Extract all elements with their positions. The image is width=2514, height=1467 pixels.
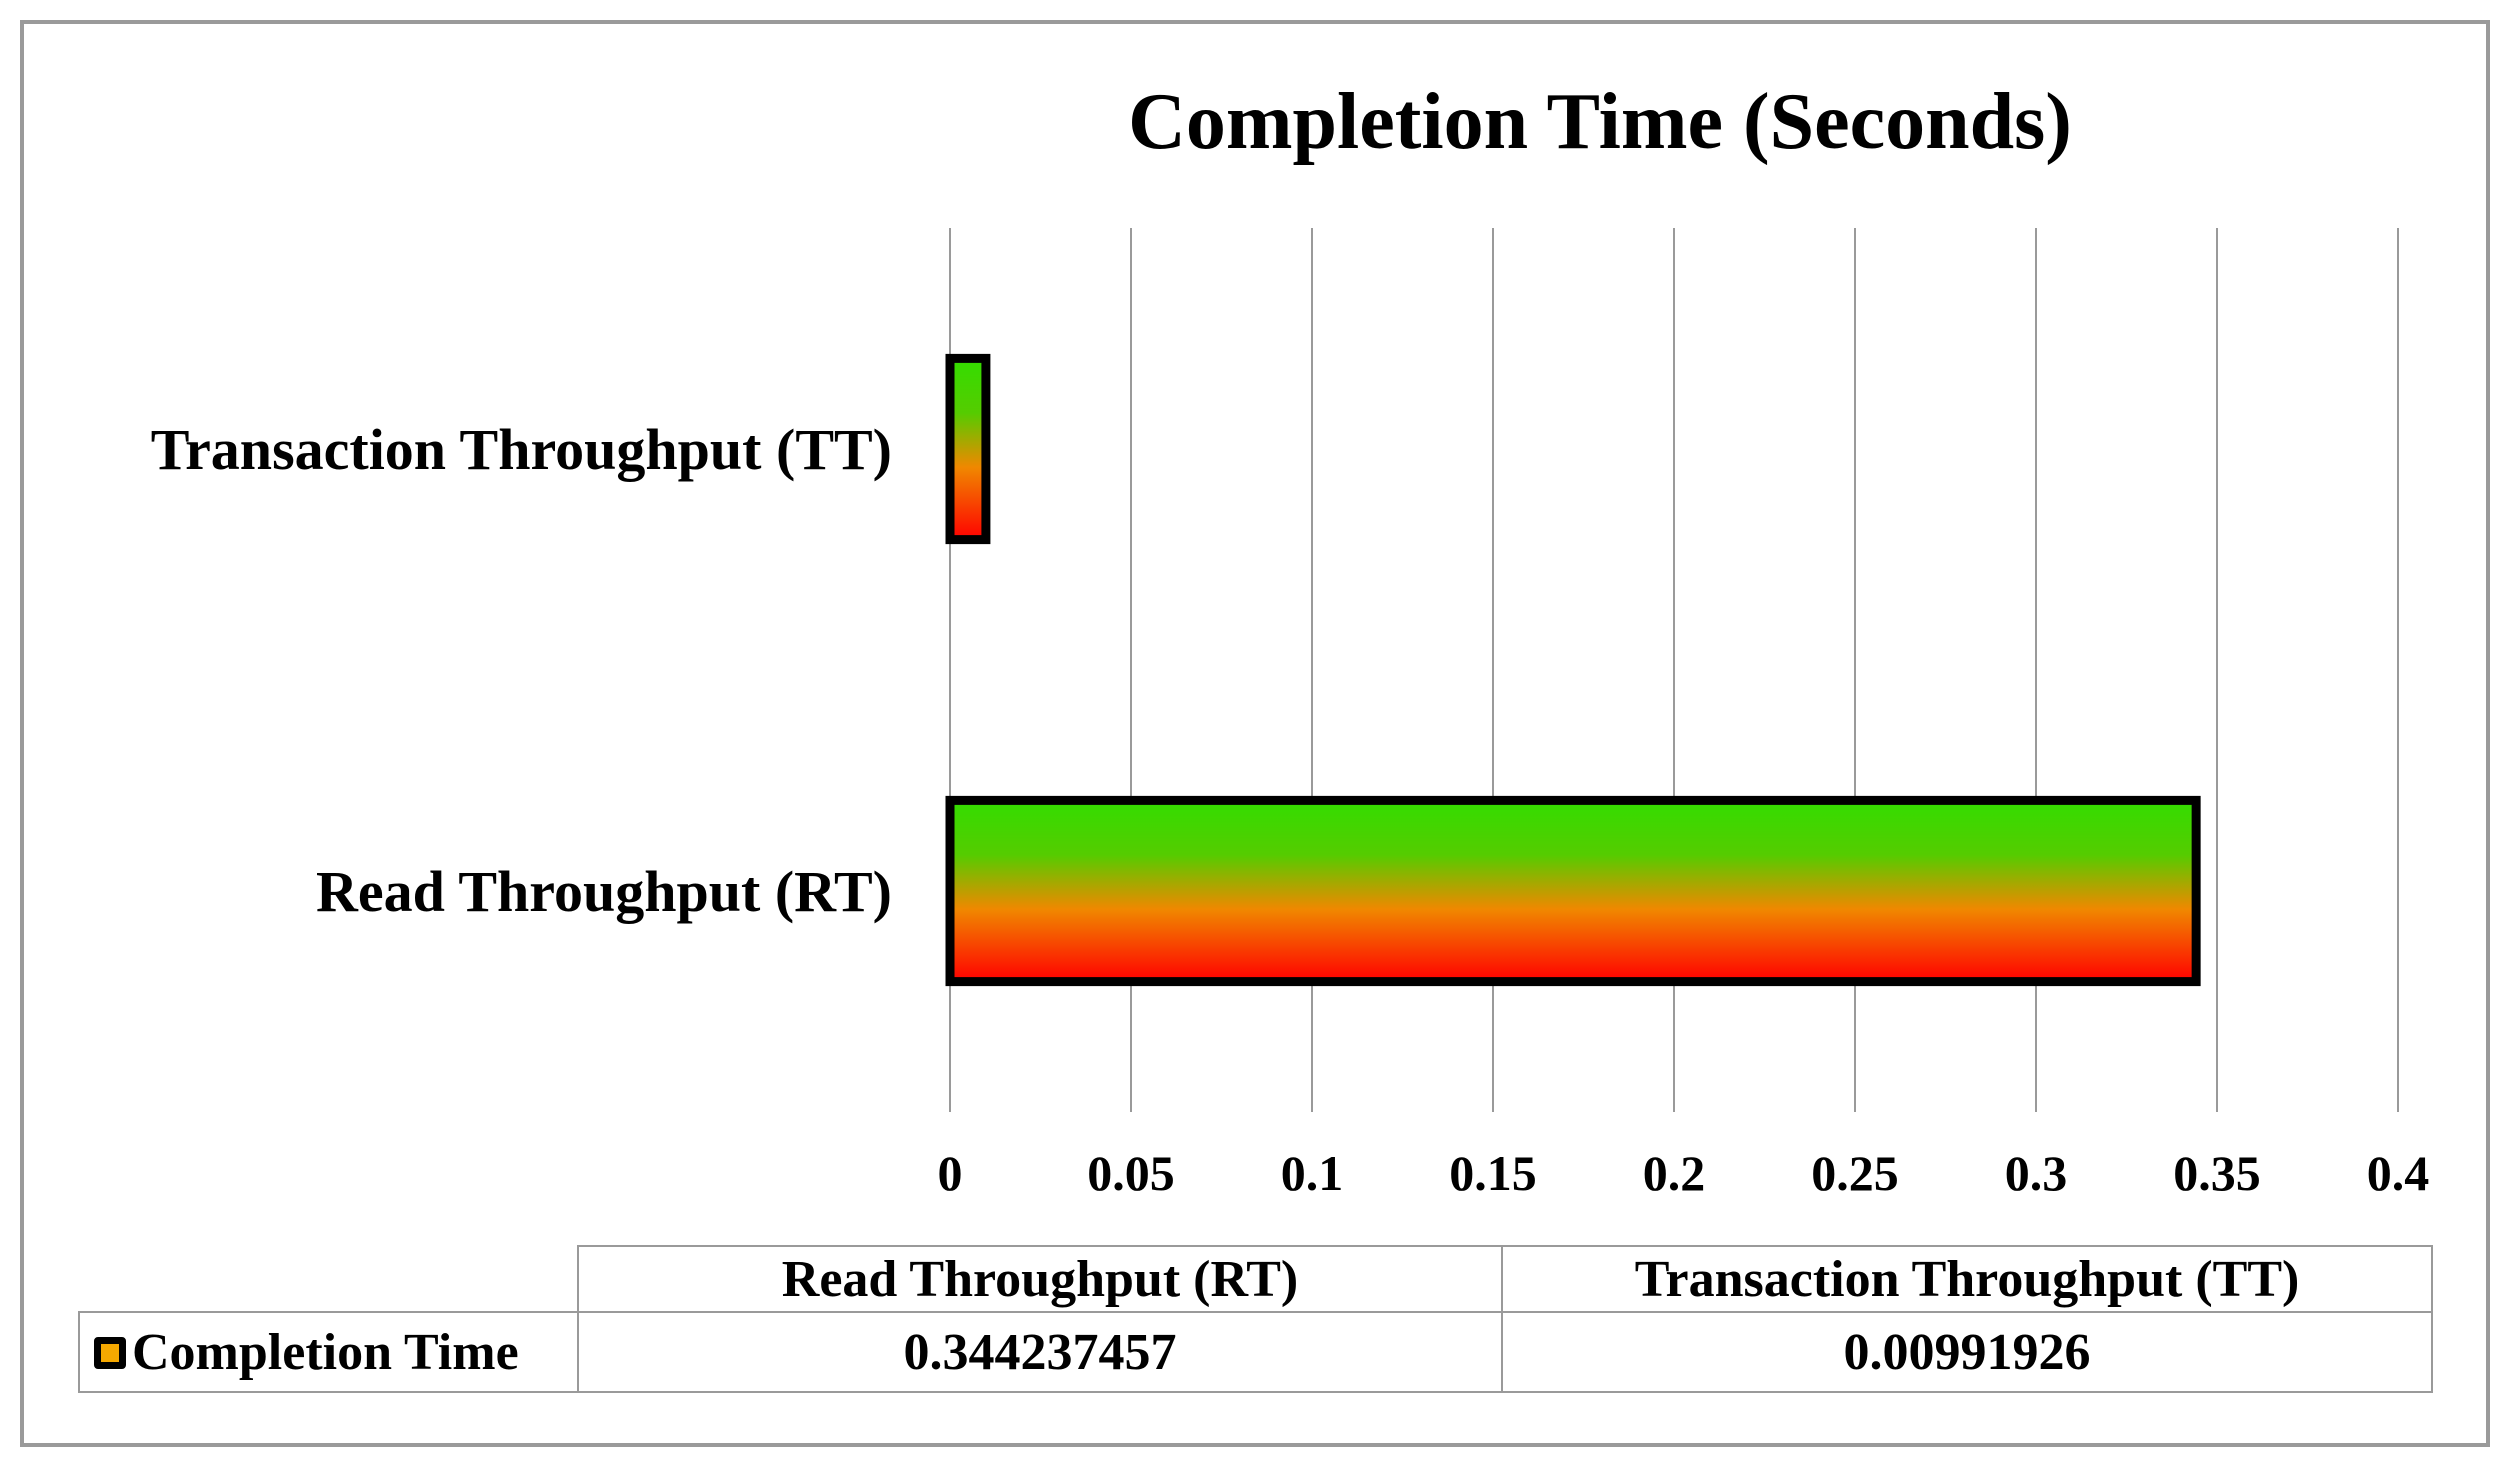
bar bbox=[945, 795, 2201, 987]
x-tick-label: 0.05 bbox=[1087, 1145, 1175, 1201]
x-tick-label: 0.4 bbox=[2367, 1145, 2430, 1201]
data-table-corner bbox=[79, 1246, 579, 1313]
data-table-header-rt: Read Throughput (RT) bbox=[577, 1245, 1503, 1313]
data-table: Read Throughput (RT) Transaction Through… bbox=[78, 1245, 2433, 1393]
chart-title: Completion Time (Seconds) bbox=[1128, 78, 2072, 166]
x-tick-label: 0.1 bbox=[1281, 1145, 1344, 1201]
x-tick-label: 0.3 bbox=[2005, 1145, 2068, 1201]
x-tick-label: 0 bbox=[938, 1145, 963, 1201]
data-table-value-rt: 0.344237457 bbox=[577, 1311, 1503, 1393]
category-labels: Read Throughput (RT) Transaction Throughp… bbox=[151, 417, 892, 924]
legend-key-icon bbox=[94, 1336, 126, 1369]
x-tick-label: 0.25 bbox=[1811, 1145, 1899, 1201]
category-label: Transaction Throughput (TT) bbox=[151, 417, 892, 482]
bar bbox=[945, 353, 991, 545]
data-table-legend-cell: Completion Time bbox=[78, 1311, 579, 1393]
data-table-header-tt: Transaction Throughput (TT) bbox=[1501, 1245, 2433, 1313]
x-tick-label: 0.2 bbox=[1643, 1145, 1706, 1201]
chart-frame bbox=[20, 20, 2490, 1447]
x-tick-label: 0.35 bbox=[2173, 1145, 2261, 1201]
data-table-value-row: Completion Time 0.344237457 0.00991926 bbox=[78, 1311, 2433, 1393]
data-table-value-tt: 0.00991926 bbox=[1501, 1311, 2433, 1393]
x-tick-label: 0.15 bbox=[1449, 1145, 1537, 1201]
x-axis-tick-labels: 0 0.05 0.1 0.15 0.2 0.25 0.3 0.35 0.4 bbox=[938, 1145, 2430, 1201]
bars bbox=[945, 353, 2201, 987]
legend-series-label: Completion Time bbox=[132, 1323, 519, 1381]
data-table-header-row: Read Throughput (RT) Transaction Through… bbox=[79, 1245, 2433, 1313]
category-label: Read Throughput (RT) bbox=[316, 859, 892, 924]
